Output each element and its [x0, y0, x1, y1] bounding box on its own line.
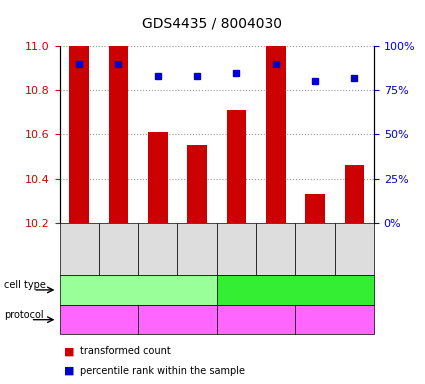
Text: GSM862170: GSM862170 [153, 225, 162, 272]
Text: ■: ■ [64, 346, 74, 356]
Bar [69, 46, 89, 223]
Bar [305, 194, 325, 223]
Text: Serca2a
overexpression: Serca2a overexpression [227, 310, 285, 329]
Text: Serca2a
overexpression: Serca2a overexpression [70, 310, 128, 329]
Text: GSM862176: GSM862176 [232, 225, 241, 272]
Text: GSM862172: GSM862172 [75, 226, 84, 271]
Bar [148, 132, 167, 223]
Text: normal iPSC-derived
cardiomyocytes: normal iPSC-derived cardiomyocytes [95, 280, 181, 300]
Bar [109, 46, 128, 223]
Text: DCM iPSC-derived
cardiomyocytes: DCM iPSC-derived cardiomyocytes [258, 280, 333, 300]
Bar [266, 46, 286, 223]
Text: control: control [164, 315, 191, 324]
Bar [187, 146, 207, 223]
Text: ■: ■ [64, 366, 74, 376]
Text: percentile rank within the sample: percentile rank within the sample [80, 366, 245, 376]
Bar [345, 165, 364, 223]
Text: GSM862173: GSM862173 [114, 225, 123, 272]
Text: GSM862175: GSM862175 [350, 225, 359, 272]
Text: GDS4435 / 8004030: GDS4435 / 8004030 [142, 16, 283, 30]
Text: protocol: protocol [4, 310, 44, 320]
Text: GSM862177: GSM862177 [271, 225, 280, 272]
Text: control: control [321, 315, 348, 324]
Text: transformed count: transformed count [80, 346, 171, 356]
Text: cell type: cell type [4, 280, 46, 290]
Text: GSM862171: GSM862171 [193, 226, 201, 271]
Text: GSM862174: GSM862174 [311, 225, 320, 272]
Bar [227, 110, 246, 223]
